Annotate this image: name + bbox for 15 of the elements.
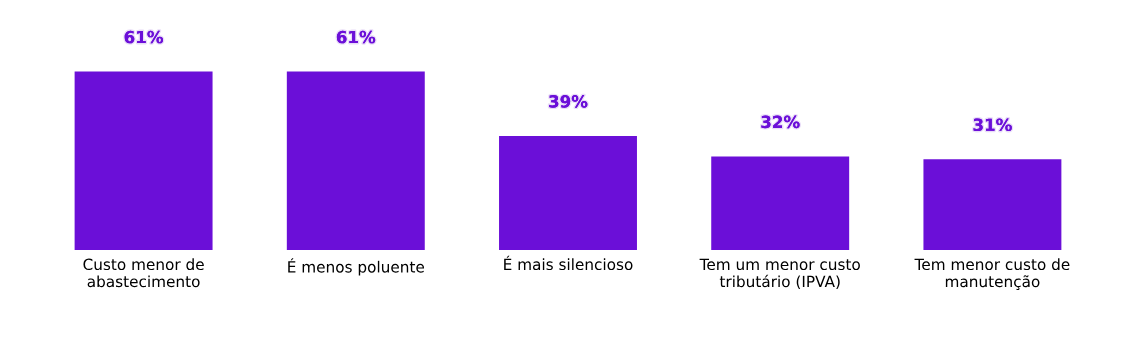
bar [923,159,1062,250]
x-tick-label: Tem menor custo de manutenção [914,258,1070,290]
x-tick-label: É mais silencioso [504,255,633,271]
data-label: 32% [761,115,800,129]
data-label: 31% [973,118,1012,132]
data-label: 61% [336,30,376,44]
x-tick-label: É menos poluente [288,258,425,276]
bar [74,71,213,250]
x-tick-label: Custo menor de abastecimento [83,258,204,288]
data-label: 39% [549,95,588,108]
bar [499,135,637,250]
bar [286,71,425,250]
bar [711,156,850,250]
x-tick-label: Tem um menor custo tributário (IPVA) [699,258,860,290]
data-label: 61% [124,30,164,44]
